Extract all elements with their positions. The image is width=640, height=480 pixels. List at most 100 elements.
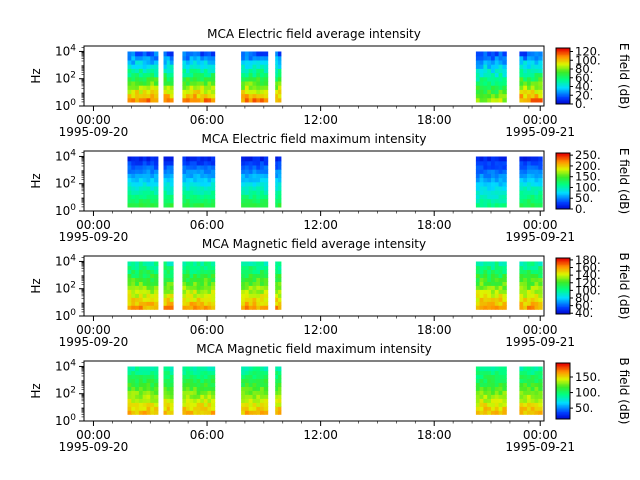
spectrogram-cell — [523, 289, 528, 294]
spectrogram-cell — [241, 194, 246, 200]
spectrogram-cell — [182, 285, 187, 290]
spectrogram-cell — [241, 181, 246, 187]
spectrogram-cell — [135, 289, 140, 294]
spectrogram-cell — [519, 265, 524, 270]
spectrogram-cell — [138, 89, 144, 95]
colorbar-band — [556, 199, 570, 201]
spectrogram-cell — [527, 156, 532, 162]
spectrogram-cell — [523, 394, 528, 399]
colorbar-band — [556, 206, 570, 208]
spectrogram-cell — [244, 293, 250, 298]
spectrogram-cell — [146, 366, 151, 372]
y-tick-exponent: 2 — [70, 281, 76, 291]
spectrogram-cell — [135, 190, 140, 195]
spectrogram-cell — [483, 80, 488, 86]
spectrogram-cell — [186, 59, 191, 65]
spectrogram-cell — [260, 72, 265, 78]
spectrogram-cell — [494, 390, 500, 395]
spectrogram-cell — [502, 164, 507, 170]
spectrogram-cell — [494, 169, 500, 174]
spectrogram-cell — [487, 269, 492, 274]
spectrogram-cell — [207, 194, 212, 200]
spectrogram-cell — [142, 394, 148, 399]
spectrogram-cell — [150, 72, 155, 78]
colorbar-band — [556, 48, 570, 50]
spectrogram-cell — [530, 273, 536, 278]
spectrogram-cell — [127, 185, 132, 191]
spectrogram-cell — [138, 297, 144, 302]
spectrogram-cell — [138, 285, 144, 290]
spectrogram-cell — [263, 261, 269, 267]
spectrogram-cell — [483, 68, 488, 74]
spectrogram-cell — [278, 285, 282, 290]
spectrogram-cell — [260, 406, 265, 411]
spectrogram-cell — [196, 370, 201, 375]
spectrogram-cell — [534, 190, 539, 195]
spectrogram-cell — [538, 190, 543, 195]
spectrogram-cell — [163, 97, 168, 103]
spectrogram-cell — [200, 281, 205, 286]
spectrogram-cell — [498, 289, 503, 294]
spectrogram-cell — [166, 89, 171, 95]
spectrogram-cell — [534, 382, 539, 387]
colorbar-band — [556, 265, 570, 267]
spectrogram-cell — [166, 277, 171, 282]
spectrogram-cell — [154, 398, 159, 403]
colorbar-band — [556, 87, 570, 89]
spectrogram-cell — [256, 374, 261, 379]
spectrogram-cell — [475, 390, 481, 395]
spectrogram-cell — [166, 366, 171, 372]
spectrogram-cell — [196, 198, 201, 204]
spectrogram-cell — [166, 93, 171, 99]
spectrogram-cell — [244, 164, 250, 170]
spectrogram-cell — [154, 89, 159, 95]
spectrogram-cell — [127, 374, 132, 379]
spectrogram-cell — [135, 64, 140, 69]
spectrogram-cell — [256, 265, 261, 270]
colorbar-band — [556, 302, 570, 305]
spectrogram-cell — [248, 277, 254, 282]
spectrogram-cell — [203, 265, 209, 270]
spectrogram-cell — [127, 164, 132, 170]
spectrogram-cell — [527, 301, 532, 306]
spectrogram-cell — [127, 89, 132, 95]
spectrogram-cell — [530, 202, 536, 208]
colorbar-band — [556, 53, 570, 56]
spectrogram-cell — [211, 370, 216, 375]
colorbar-band — [556, 270, 570, 273]
spectrogram-cell — [166, 374, 171, 379]
spectrogram-cell — [252, 93, 257, 99]
spectrogram-cell — [487, 386, 492, 391]
spectrogram-cell — [475, 305, 481, 310]
spectrogram-cell — [483, 76, 488, 82]
spectrogram-cell — [131, 301, 136, 306]
spectrogram-cell — [142, 366, 148, 372]
spectrogram-cell — [523, 366, 528, 372]
spectrogram-cell — [530, 285, 536, 290]
x-tick-label: 18:00 — [417, 428, 452, 442]
spectrogram-cell — [248, 378, 254, 383]
spectrogram-cell — [278, 181, 282, 187]
spectrogram-cell — [131, 293, 136, 298]
colorbar-band — [556, 409, 570, 411]
spectrogram-cell — [193, 190, 198, 195]
y-tick-label: 100 — [55, 98, 76, 113]
spectrogram-cell — [131, 273, 136, 278]
spectrogram-cell — [491, 378, 496, 383]
spectrogram-cell — [211, 366, 216, 372]
spectrogram-cell — [154, 366, 159, 372]
colorbar-label: E field (dB) — [617, 148, 631, 214]
spectrogram-cell — [138, 156, 144, 162]
spectrogram-cell — [498, 51, 503, 57]
spectrogram-cell — [203, 285, 209, 290]
spectrogram-cell — [534, 297, 539, 302]
colorbar-band — [556, 295, 570, 298]
spectrogram-cell — [146, 198, 151, 204]
colorbar-band — [556, 374, 570, 376]
spectrogram-cell — [538, 386, 543, 391]
spectrogram-cell — [498, 374, 503, 379]
spectrogram-cells — [127, 156, 543, 208]
spectrogram-cell — [275, 281, 279, 286]
spectrogram-cell — [491, 72, 496, 78]
spectrogram-cell — [207, 173, 212, 179]
